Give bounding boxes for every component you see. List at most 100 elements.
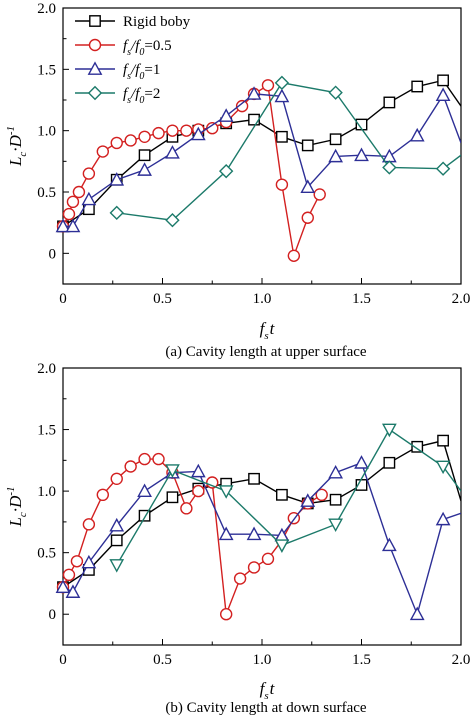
data-point-r1	[435, 511, 451, 526]
x-axis-title: fst	[260, 319, 276, 342]
legend-entry-r05: fs/f0=0.5	[75, 38, 172, 58]
data-point-r05	[219, 608, 233, 621]
data-point-rigid	[276, 130, 288, 143]
data-point-r1	[218, 526, 234, 541]
data-point-r05	[233, 572, 247, 585]
data-point-r2	[274, 539, 290, 553]
legend-marker-r2	[87, 85, 103, 101]
y-tick-label: 2.0	[37, 1, 56, 17]
legend-entry-rigid: Rigid boby	[75, 14, 191, 30]
series-line-r1	[63, 461, 461, 617]
data-point-r05	[110, 472, 123, 485]
data-point-r05	[124, 134, 137, 147]
data-point-rigid	[166, 491, 179, 504]
data-point-r05	[152, 452, 165, 466]
data-point-r05	[96, 145, 110, 158]
data-point-rigid	[383, 96, 396, 109]
x-tick-label: 1.0	[253, 652, 272, 668]
series-line-r05	[63, 84, 321, 259]
y-tick-label: 0.5	[37, 185, 56, 201]
data-point-r1	[65, 584, 81, 598]
data-point-r05	[261, 552, 275, 566]
data-point-rigid	[437, 434, 449, 447]
data-point-r05	[166, 124, 179, 137]
data-point-rigid	[248, 472, 260, 485]
data-point-r1	[300, 493, 316, 507]
data-point-r1	[55, 218, 71, 233]
series-r2	[109, 75, 461, 228]
data-point-r05	[275, 178, 289, 191]
data-point-r05	[124, 460, 137, 473]
data-point-r1	[328, 148, 344, 163]
data-point-r05	[138, 452, 151, 466]
data-point-r1	[137, 162, 152, 176]
y-tick-label: 1.0	[37, 124, 56, 140]
data-point-r05	[192, 484, 205, 498]
series-line-r2	[116, 428, 461, 566]
y-tick-label: 1.5	[37, 62, 56, 78]
data-point-r05	[138, 130, 151, 144]
data-point-r2	[109, 559, 125, 573]
data-point-r1	[81, 191, 97, 206]
data-point-r1	[190, 463, 206, 478]
y-tick-label: 2.0	[37, 361, 56, 377]
y-axis-title: Lc·D-1	[5, 486, 29, 527]
data-point-r2	[274, 75, 290, 91]
y-tick-label: 1.0	[37, 484, 56, 500]
x-tick-label: 2.0	[452, 652, 471, 668]
x-tick-label: 2.0	[452, 291, 471, 307]
data-point-r2	[218, 163, 234, 179]
data-point-r05	[110, 136, 123, 150]
plot-frame	[62, 367, 462, 646]
data-point-rigid	[383, 456, 396, 469]
x-tick-label: 0	[59, 652, 67, 668]
x-tick-label: 1.0	[253, 291, 272, 307]
legend-label: fs/f0=2	[123, 86, 160, 106]
data-point-r2	[382, 160, 397, 175]
data-point-r2	[435, 161, 451, 176]
data-point-r05	[62, 207, 76, 221]
data-point-r05	[180, 502, 193, 515]
data-point-r1	[354, 147, 369, 162]
data-point-r05	[261, 79, 275, 92]
legend-label: fs/f0=1	[123, 62, 160, 82]
data-point-rigid	[329, 493, 342, 506]
data-point-r2	[109, 205, 124, 221]
data-point-rigid	[329, 133, 342, 146]
legend-label: fs/f0=0.5	[123, 38, 172, 58]
x-tick-label: 1.5	[352, 291, 371, 307]
data-point-r05	[70, 555, 84, 568]
legend-marker-rigid	[89, 15, 101, 27]
data-point-r05	[180, 124, 193, 137]
data-point-r1	[409, 606, 425, 621]
chart-panel-down: 0 0.5 1.0 1.5 2.0 0 0.5 1.0 1.5 2.0 fst Lc·D-1 (b) C…	[5, 361, 470, 716]
legend-marker-r1	[87, 61, 103, 75]
series-line-r2	[116, 82, 461, 221]
data-point-rigid	[411, 440, 424, 453]
data-point-r05	[62, 568, 76, 582]
data-point-rigid	[138, 509, 151, 522]
data-point-r05	[313, 188, 326, 201]
data-point-r05	[96, 488, 110, 502]
legend-label: Rigid boby	[123, 14, 191, 30]
data-point-r1	[218, 108, 234, 122]
data-point-r1	[274, 88, 290, 103]
data-point-rigid	[248, 113, 260, 126]
x-tick-label: 0.5	[153, 652, 172, 668]
x-tick-label: 1.5	[352, 652, 371, 668]
data-point-r1	[137, 483, 152, 498]
data-point-r1	[300, 179, 316, 193]
data-point-r1	[165, 145, 180, 159]
data-point-r05	[301, 211, 314, 224]
data-point-r2	[435, 460, 451, 475]
x-tick-label: 0	[59, 291, 67, 307]
data-point-r05	[152, 126, 165, 140]
x-tick-label: 0.5	[153, 291, 172, 307]
data-point-r05	[82, 167, 96, 180]
legend: Rigid boby fs/f0=0.5 fs/f0=1 fs/f0=2	[75, 14, 191, 106]
data-point-r05	[315, 488, 328, 502]
series-r2	[109, 423, 461, 573]
series-line-rigid	[63, 439, 461, 588]
data-point-r1	[65, 218, 81, 233]
series-line-rigid	[63, 79, 461, 227]
